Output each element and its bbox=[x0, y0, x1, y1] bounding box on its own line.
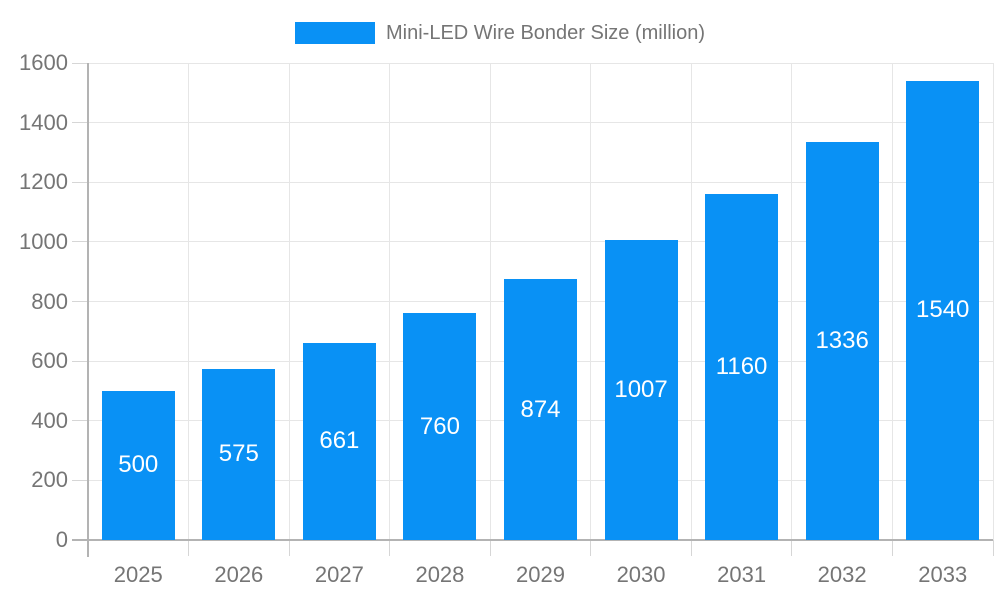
y-axis-tick-label: 400 bbox=[31, 407, 68, 433]
gridline-vertical bbox=[992, 63, 994, 540]
x-axis-tick bbox=[690, 540, 692, 556]
y-axis-tick bbox=[72, 181, 88, 183]
y-axis-tick-label: 800 bbox=[31, 288, 68, 314]
bar-2026: 575 bbox=[202, 368, 276, 540]
x-axis-line bbox=[72, 539, 993, 541]
x-axis-category-label: 2025 bbox=[113, 562, 163, 587]
y-axis-tick bbox=[72, 62, 88, 64]
gridline-vertical bbox=[489, 63, 491, 540]
y-axis-tick-label: 1000 bbox=[19, 228, 68, 254]
gridline-horizontal bbox=[88, 122, 993, 124]
gridline-vertical bbox=[590, 63, 592, 540]
gridline-horizontal bbox=[88, 181, 993, 183]
y-axis-tick-label: 600 bbox=[31, 348, 68, 374]
y-axis-tick bbox=[72, 301, 88, 302]
legend-color-swatch bbox=[295, 22, 376, 44]
y-axis-tick bbox=[72, 479, 88, 481]
x-axis-tick bbox=[791, 540, 793, 556]
x-axis-category-label: 2026 bbox=[214, 562, 264, 587]
x-axis-category-label: 2028 bbox=[415, 562, 465, 587]
x-axis-tick bbox=[992, 540, 994, 556]
legend-series-label: Mini-LED Wire Bonder Size (million) bbox=[386, 21, 705, 44]
y-axis-tick-label: 1400 bbox=[19, 109, 68, 135]
y-axis-tick bbox=[72, 360, 88, 362]
chart-legend[interactable]: Mini-LED Wire Bonder Size (million) bbox=[0, 20, 1000, 46]
x-axis-tick bbox=[389, 540, 391, 556]
x-axis-category-label: 2027 bbox=[314, 562, 364, 587]
bar-value-label: 1007 bbox=[614, 375, 668, 403]
bar-2033: 1540 bbox=[906, 80, 980, 540]
y-axis-tick-label: 1200 bbox=[19, 169, 68, 195]
x-axis-tick bbox=[188, 540, 190, 556]
bar-2029: 874 bbox=[504, 279, 577, 540]
bar-2031: 1160 bbox=[705, 194, 779, 540]
y-axis-tick-label: 0 bbox=[55, 527, 68, 552]
y-axis-tick-label: 1600 bbox=[19, 50, 68, 75]
bar-2025: 500 bbox=[101, 390, 175, 540]
x-axis-tick bbox=[590, 540, 592, 556]
gridline-horizontal bbox=[88, 62, 993, 64]
gridline-vertical bbox=[389, 63, 391, 540]
bar-value-label: 500 bbox=[118, 451, 159, 479]
bar-value-label: 1336 bbox=[815, 326, 869, 354]
bar-2030: 1007 bbox=[604, 239, 678, 540]
x-axis-category-label: 2032 bbox=[817, 562, 867, 587]
x-axis-tick bbox=[288, 540, 290, 556]
gridline-vertical bbox=[891, 63, 893, 540]
gridline-vertical bbox=[791, 63, 793, 540]
y-axis-tick bbox=[72, 122, 88, 124]
y-axis-line bbox=[87, 63, 89, 557]
x-axis-category-label: 2033 bbox=[918, 562, 968, 587]
bar-value-label: 575 bbox=[218, 440, 259, 468]
x-axis-category-label: 2031 bbox=[717, 562, 767, 587]
bar-2032: 1336 bbox=[805, 141, 879, 540]
bar-2028: 760 bbox=[403, 313, 477, 540]
bar-value-label: 1160 bbox=[715, 353, 768, 381]
y-axis-tick bbox=[72, 420, 88, 422]
bar-value-label: 661 bbox=[319, 427, 360, 455]
bar-value-label: 874 bbox=[520, 395, 561, 423]
x-axis-tick bbox=[891, 540, 893, 556]
bar-value-label: 760 bbox=[419, 412, 460, 440]
gridline-vertical bbox=[690, 63, 692, 540]
gridline-horizontal bbox=[88, 241, 993, 243]
gridline-vertical bbox=[288, 63, 290, 540]
y-axis-tick bbox=[72, 241, 88, 243]
bar-2027: 661 bbox=[302, 342, 376, 540]
x-axis-tick bbox=[489, 540, 491, 556]
y-axis-tick-label: 200 bbox=[31, 467, 68, 493]
x-axis-category-label: 2029 bbox=[516, 562, 565, 587]
x-axis-category-label: 2030 bbox=[616, 562, 666, 587]
bar-value-label: 1540 bbox=[916, 296, 970, 324]
gridline-vertical bbox=[188, 63, 190, 540]
